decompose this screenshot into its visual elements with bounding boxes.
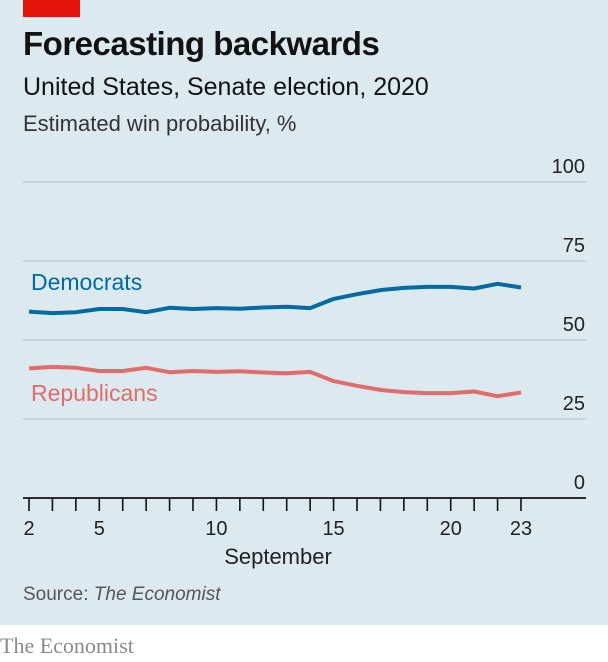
series-label-democrats: Democrats	[31, 269, 142, 295]
x-tick-label-2: 2	[23, 518, 34, 540]
x-tick-label-15: 15	[322, 518, 344, 540]
y-tick-label-75: 75	[563, 235, 585, 257]
x-tick-label-20: 20	[440, 518, 462, 540]
source-note: Source: The Economist	[23, 584, 221, 606]
source-prefix: Source:	[23, 584, 94, 605]
brand-accent-tag	[23, 0, 80, 17]
economist-logo: The Economist	[0, 633, 134, 658]
y-tick-label-0: 0	[574, 472, 585, 494]
y-axis-unit-label: Estimated win probability, %	[23, 111, 297, 136]
series-line-democrats	[28, 281, 522, 316]
series-label-republicans: Republicans	[31, 380, 158, 406]
y-tick-label-100: 100	[552, 156, 585, 178]
x-axis-title: September	[224, 544, 332, 569]
y-tick-label-50: 50	[563, 314, 585, 336]
x-tick-label-10: 10	[205, 518, 227, 540]
series-line-republicans	[28, 364, 522, 399]
source-name: The Economist	[93, 584, 221, 605]
y-tick-label-25: 25	[563, 393, 585, 415]
chart-subtitle: United States, Senate election, 2020	[23, 73, 429, 101]
x-tick-label-23: 23	[510, 518, 532, 540]
chart-panel	[0, 0, 608, 625]
x-tick-label-5: 5	[94, 518, 105, 540]
chart-title: Forecasting backwards	[23, 25, 380, 62]
